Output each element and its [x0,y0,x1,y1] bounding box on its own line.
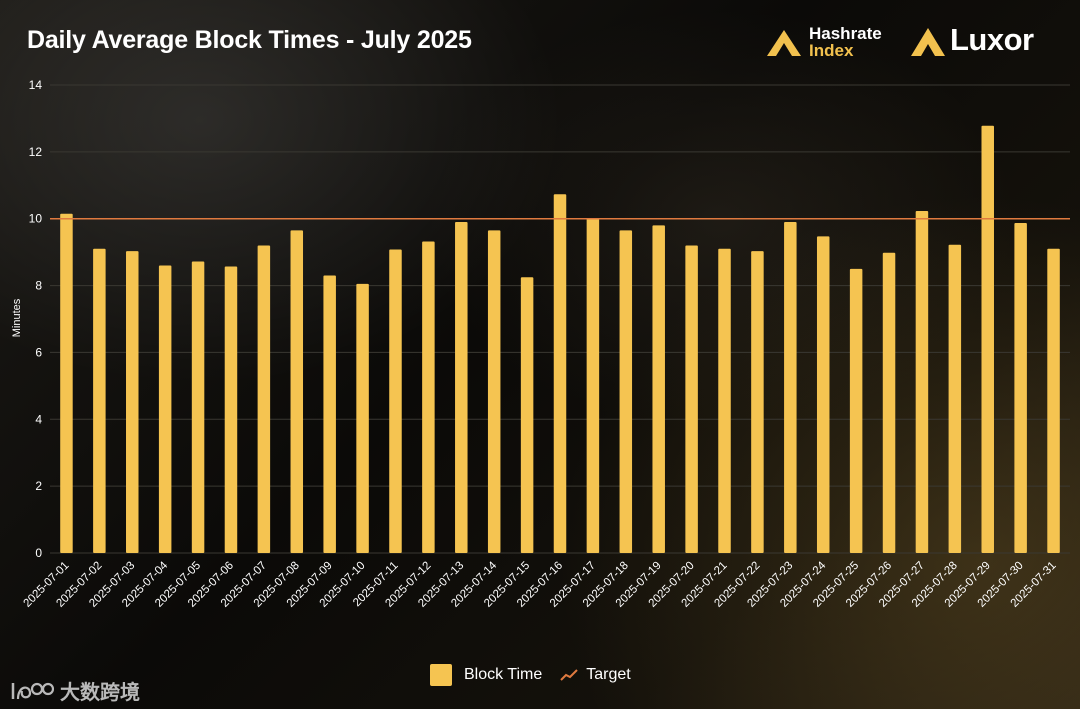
legend-line-target-icon [560,669,578,681]
y-tick-label: 8 [35,279,42,293]
y-tick-label: 2 [35,479,42,493]
bar [849,268,863,553]
luxor-logo-wordmark: Luxor [950,22,1034,57]
y-axis-label: Minutes [11,298,23,337]
luxor-logo-icon [911,28,945,56]
100-logo-icon [11,682,54,699]
bar [422,241,435,553]
bar [784,222,797,554]
bar [290,230,304,553]
y-tick-label: 10 [29,212,43,226]
y-axis-ticks: 0 2 4 6 8 10 12 14 [29,78,43,560]
bar [685,245,698,553]
legend-swatch-block-time [430,664,452,686]
chart-title: Daily Average Block Times - July 2025 [27,26,472,54]
y-tick-label: 14 [29,78,43,92]
bar [520,277,534,553]
bar [586,218,600,553]
bar [126,251,139,553]
bar [816,236,830,553]
bar [915,211,929,554]
bar [619,230,633,553]
y-tick-label: 12 [29,145,43,159]
bar [389,249,402,553]
bar [948,244,962,553]
bar [718,248,731,554]
bar [158,265,172,553]
bar [981,125,994,553]
bar [1047,248,1060,554]
hashrate-index-logo-icon [767,30,801,56]
legend-label-target: Target [586,666,631,683]
legend: Block Time Target [430,664,631,686]
bar [224,266,238,553]
bar [1014,223,1027,553]
bar [751,251,764,553]
bar [553,194,567,553]
bar [60,213,73,553]
bar-series [60,125,1060,554]
hashrate-logo-line2: Index [809,41,854,60]
hashrate-logo-line1: Hashrate [809,24,882,43]
y-tick-label: 6 [35,345,42,359]
watermark: 大数跨境 [10,676,140,705]
watermark-text: 大数跨境 [60,680,140,704]
y-tick-label: 0 [35,546,42,560]
bar [652,225,665,553]
x-axis-ticks: 2025-07-012025-07-022025-07-032025-07-04… [21,559,1058,610]
y-tick-label: 4 [35,412,42,426]
bar [487,230,501,553]
bar [257,245,271,553]
bar [323,275,336,553]
bar [882,252,896,553]
bar [356,283,369,553]
legend-label-block-time: Block Time [464,666,543,683]
bar [93,248,106,554]
bar [455,222,468,554]
bar [191,261,205,553]
